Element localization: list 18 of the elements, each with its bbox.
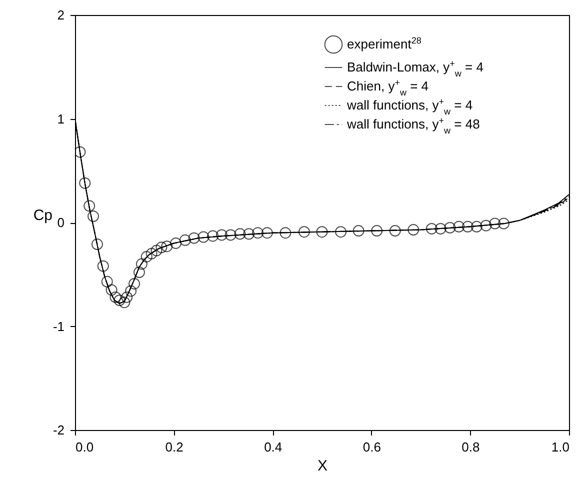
legend-label: experiment$^{28}$: [347, 36, 422, 52]
legend-label: Baldwin-Lomax, y$^{+}$$_{w}$ = 4: [347, 58, 484, 78]
x-axis-title: X: [317, 458, 328, 474]
x-tick-label: 0.6: [362, 440, 381, 454]
y-tick-label: 2: [57, 8, 64, 22]
legend-label: wall functions, y$^{+}$$_{w}$ = 48: [346, 116, 480, 136]
legend-label: Chien, y$^{+}$$_{w}$ = 4: [347, 78, 429, 98]
y-tick-label: -2: [52, 422, 64, 438]
x-tick-label: 0.2: [165, 440, 184, 454]
y-tick-label: 1: [57, 111, 64, 126]
legend-label: wall functions, y$^{+}$$_{w}$ = 4: [346, 96, 473, 116]
y-tick-label: 0: [57, 215, 64, 230]
x-tick-label: 1.0: [551, 440, 570, 454]
y-tick-label: -1: [52, 318, 64, 334]
x-tick-label: 0.0: [76, 440, 94, 454]
x-tick-label: 0.4: [264, 440, 282, 454]
x-tick-label: 0.8: [462, 440, 480, 454]
y-axis-title: Cp: [33, 207, 53, 224]
